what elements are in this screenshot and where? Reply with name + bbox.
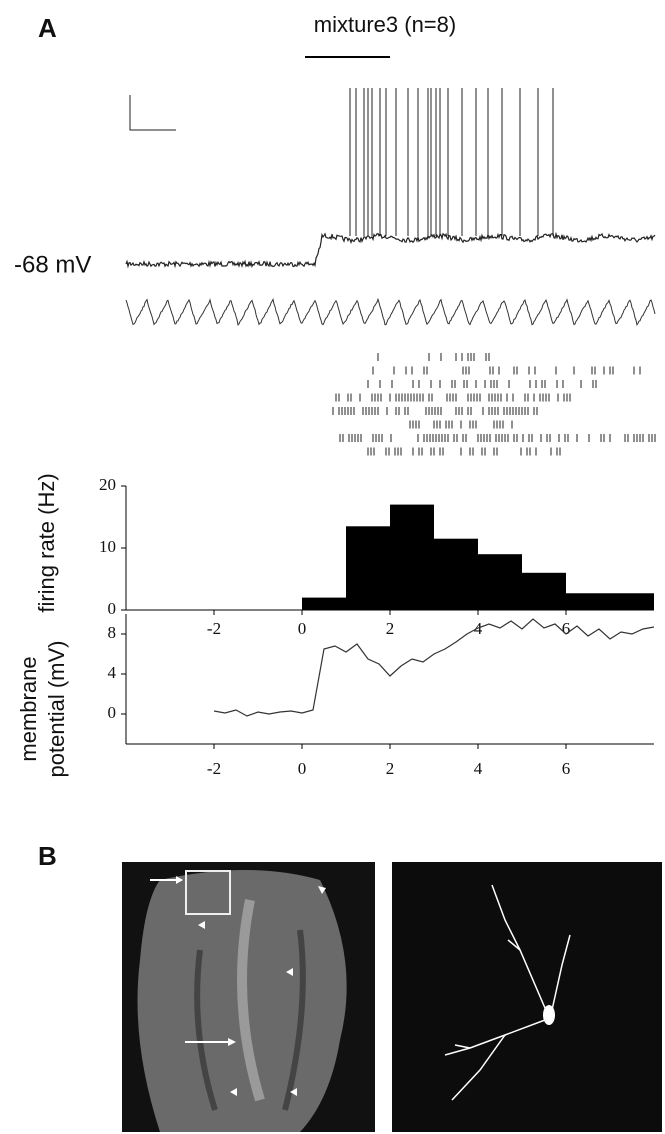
y-tick-label: 0 <box>108 599 117 618</box>
x-tick-label: 0 <box>298 759 307 778</box>
membrane-trace <box>125 231 656 269</box>
x-tick-label: 6 <box>562 759 571 778</box>
panel-label: A <box>38 13 57 43</box>
x-tick-label: 0 <box>298 619 307 638</box>
micrograph-right <box>392 862 662 1132</box>
bar <box>302 597 346 610</box>
y-tick-label: 10 <box>99 537 116 556</box>
x-tick-label: 2 <box>386 759 395 778</box>
voltage-trace <box>125 88 656 327</box>
bar <box>434 538 478 610</box>
y-axis-label: firing rate (Hz) <box>34 473 59 612</box>
bar <box>566 593 610 610</box>
y-axis-label: potential (mV) <box>44 641 69 778</box>
x-tick-label: -2 <box>207 619 221 638</box>
panel-label: B <box>38 841 57 871</box>
bar <box>390 504 434 610</box>
y-tick-label: 4 <box>108 663 117 682</box>
y-tick-label: 0 <box>108 703 117 722</box>
line <box>213 618 655 717</box>
y-tick-label: 20 <box>99 475 116 494</box>
x-tick-label: 6 <box>562 619 571 638</box>
scale-bar <box>129 95 176 131</box>
raster <box>332 353 656 456</box>
stimulus-label: mixture3 (n=8) <box>314 12 456 37</box>
x-tick-label: -2 <box>207 759 221 778</box>
respiration-trace <box>125 297 656 327</box>
bar <box>346 526 390 610</box>
y-tick-label: 8 <box>108 623 117 642</box>
bar <box>478 554 522 610</box>
x-tick-label: 2 <box>386 619 395 638</box>
bar <box>610 593 654 610</box>
y-axis-label: membrane <box>16 656 41 761</box>
x-tick-label: 4 <box>474 759 483 778</box>
resting-potential-label: -68 mV <box>14 251 91 278</box>
bar <box>522 572 566 610</box>
micrograph-left <box>122 862 375 1132</box>
